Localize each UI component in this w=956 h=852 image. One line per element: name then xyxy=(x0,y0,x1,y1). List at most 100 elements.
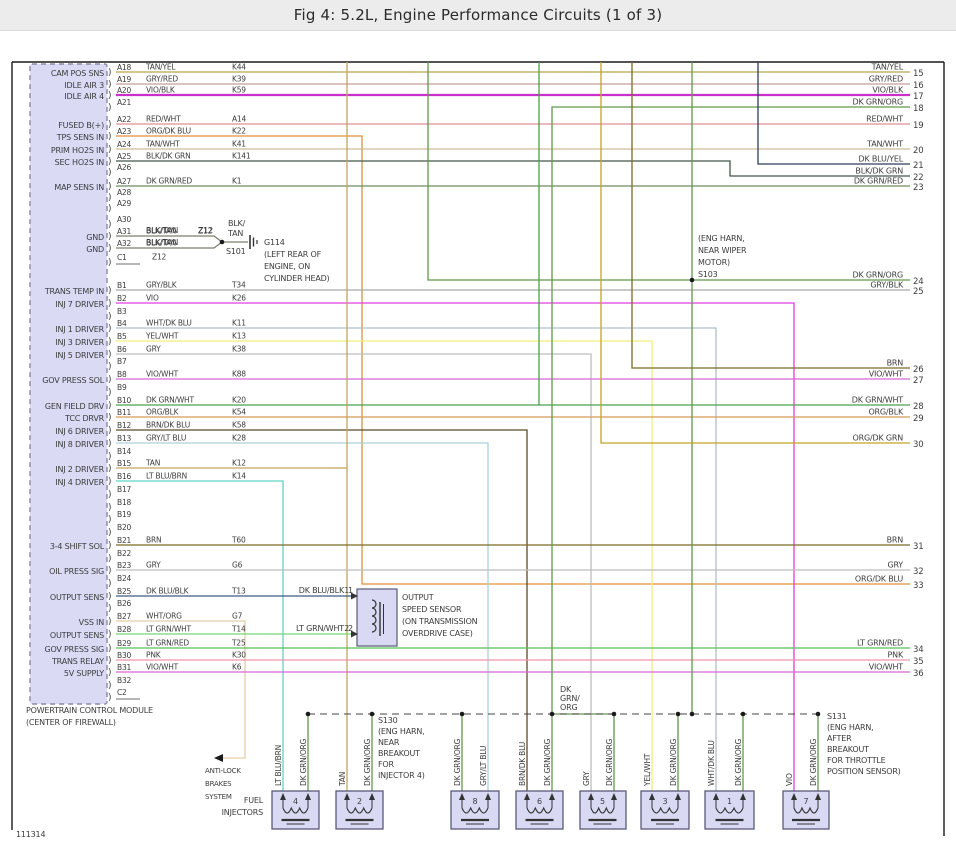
pin-socket-B10: ) xyxy=(108,401,111,411)
pin-socket-B4: ) xyxy=(108,324,111,334)
right-wire-number-34: 34 xyxy=(913,645,923,655)
pin-socket-B26: ) xyxy=(108,604,111,614)
sensor-pin-number-2: 2 xyxy=(344,624,349,633)
label-g114: G114 xyxy=(264,238,285,247)
right-wire-number-24: 24 xyxy=(913,277,923,287)
right-wire-label-15: TAN/YEL xyxy=(871,63,904,72)
injector-coil-icon-8 xyxy=(461,806,489,814)
vertical-wire-label-9: DK GRN/ORG xyxy=(605,738,614,786)
pin-id-B13: B13 xyxy=(117,434,132,443)
pin-id-A28: A28 xyxy=(117,188,132,197)
pin-id-A18: A18 xyxy=(117,63,132,72)
injector-number-5: 5 xyxy=(600,797,605,806)
circuit-code-B10: K20 xyxy=(232,396,246,405)
pin-id-B4: B4 xyxy=(117,319,127,328)
pcm-signal-18: INJ 6 DRIVER xyxy=(55,427,104,436)
label-s130: S130 xyxy=(378,716,398,725)
pin-id-A27: A27 xyxy=(117,177,132,186)
pin-socket-A18: ) xyxy=(108,68,111,78)
pcm-signal-21: INJ 4 DRIVER xyxy=(55,478,104,487)
injector-entry-arrow-1-1 xyxy=(740,793,746,800)
right-wire-number-29: 29 xyxy=(913,414,923,424)
wire-b27-wht-org-abs xyxy=(116,620,246,759)
wire-color-label-A31: BLK/TAN xyxy=(146,227,176,236)
circuit-code-B29: T25 xyxy=(231,639,246,648)
pin-id-B17: B17 xyxy=(117,485,132,494)
right-wire-label-29: ORG/BLK xyxy=(868,408,903,417)
circuit-code-B16: K14 xyxy=(232,472,246,481)
circuit-code-A31: Z12 xyxy=(198,227,213,236)
splice-dot-7 xyxy=(740,711,746,717)
pcm-signal-11: INJ 7 DRIVER xyxy=(55,300,104,309)
pcm-signal-22: 3-4 SHIFT SOL xyxy=(50,542,105,551)
injector-number-6: 6 xyxy=(537,797,542,806)
pcm-signal-5: PRIM HO2S IN xyxy=(51,146,104,155)
wire-color-label-B16: LT BLU/BRN xyxy=(146,472,187,481)
circuit-code-B11: K54 xyxy=(232,408,246,417)
injector-box-7 xyxy=(782,790,830,830)
pin-id-B20: B20 xyxy=(117,523,132,532)
pin-socket-B9: ) xyxy=(108,388,111,398)
injector-entry-arrow-5-0 xyxy=(588,793,594,800)
right-wire-label-21: DK BLU/YEL xyxy=(859,155,904,164)
pin-socket-B20: ) xyxy=(108,528,111,538)
right-wire-label-22: BLK/DK GRN xyxy=(855,167,903,176)
label-for: FOR xyxy=(378,760,394,769)
injector-coil-icon-4 xyxy=(282,806,309,814)
label-near-wiper: NEAR WIPER xyxy=(698,246,747,255)
wire-color-label-A22: RED/WHT xyxy=(146,115,181,124)
wire-color-label-B29: LT GRN/RED xyxy=(146,639,189,648)
pin-id-B8: B8 xyxy=(117,370,127,379)
vertical-wire-label-12: WHT/DK BLU xyxy=(707,740,716,786)
wire-line21-dkblu-yel xyxy=(757,62,910,165)
circuit-code-B27: G7 xyxy=(232,612,243,621)
label-cylinder-head-: CYLINDER HEAD) xyxy=(264,274,330,283)
pcm-signal-27: GOV PRESS SIG xyxy=(44,645,104,654)
injector-entry-arrow-1-0 xyxy=(713,793,719,800)
pin-id-B26: B26 xyxy=(117,599,132,608)
pcm-signal-25: VSS IN xyxy=(79,618,105,627)
injector-number-1: 1 xyxy=(727,797,732,806)
label--eng-harn-: (ENG HARN, xyxy=(827,723,873,732)
pin-id-A29: A29 xyxy=(117,199,132,208)
pin-id-B15: B15 xyxy=(117,459,132,468)
pcm-signal-13: INJ 3 DRIVER xyxy=(55,338,104,347)
vertical-wire-label-7: DK GRN/ORG xyxy=(543,738,552,786)
circuit-code-B30: K30 xyxy=(232,651,246,660)
label-lt-grn-wht: LT GRN/WHT xyxy=(296,624,344,633)
pcm-signal-26: OUTPUT SENS xyxy=(50,631,104,640)
pcm-signal-24: OUTPUT SENS xyxy=(50,593,104,602)
wire-color-label-B5: YEL/WHT xyxy=(145,332,179,341)
splice-dot-0 xyxy=(305,711,311,717)
right-wire-number-15: 15 xyxy=(913,69,923,79)
wire-color-label-B23: GRY xyxy=(146,561,161,570)
label--left-rear-of: (LEFT REAR OF xyxy=(264,250,322,259)
right-wire-label-26: BRN xyxy=(887,359,904,368)
label-dk-blu-blk: DK BLU/BLK xyxy=(299,586,345,595)
label-dk: DK xyxy=(560,685,572,694)
pcm-signal-10: TRANS TEMP IN xyxy=(44,287,104,296)
right-wire-number-20: 20 xyxy=(913,146,923,156)
vertical-wire-label-14: VIO xyxy=(785,773,794,786)
right-wire-label-24: DK GRN/ORG xyxy=(853,271,903,280)
pin-socket-A30: ) xyxy=(108,220,111,230)
wire-color-label-B4: WHT/DK BLU xyxy=(146,319,192,328)
injector-box-3 xyxy=(640,790,690,830)
injector-entry-arrow-5-1 xyxy=(611,793,617,800)
pin-socket-B27: ) xyxy=(108,617,111,627)
injector-entry-arrow-4-0 xyxy=(280,793,286,800)
injector-coil-icon-5 xyxy=(590,806,615,814)
circuit-code-C1: Z12 xyxy=(152,253,167,262)
wire-color-label-A23: ORG/DK BLU xyxy=(146,127,191,136)
pin-socket-B14: ) xyxy=(108,452,111,462)
wire-color-label-B8: VIO/WHT xyxy=(146,370,179,379)
injector-number-8: 8 xyxy=(473,797,478,806)
pin-id-C2: C2 xyxy=(117,688,127,697)
circuit-code-B6: K38 xyxy=(232,345,246,354)
pin-id-A20: A20 xyxy=(117,86,132,95)
sensor-note-2: (ON TRANSMISSION xyxy=(402,617,478,626)
wire-color-label-A20: VIO/BLK xyxy=(146,86,176,95)
injector-coil-icon-3 xyxy=(651,806,679,814)
wire-color-label-B21: BRN xyxy=(146,536,161,545)
